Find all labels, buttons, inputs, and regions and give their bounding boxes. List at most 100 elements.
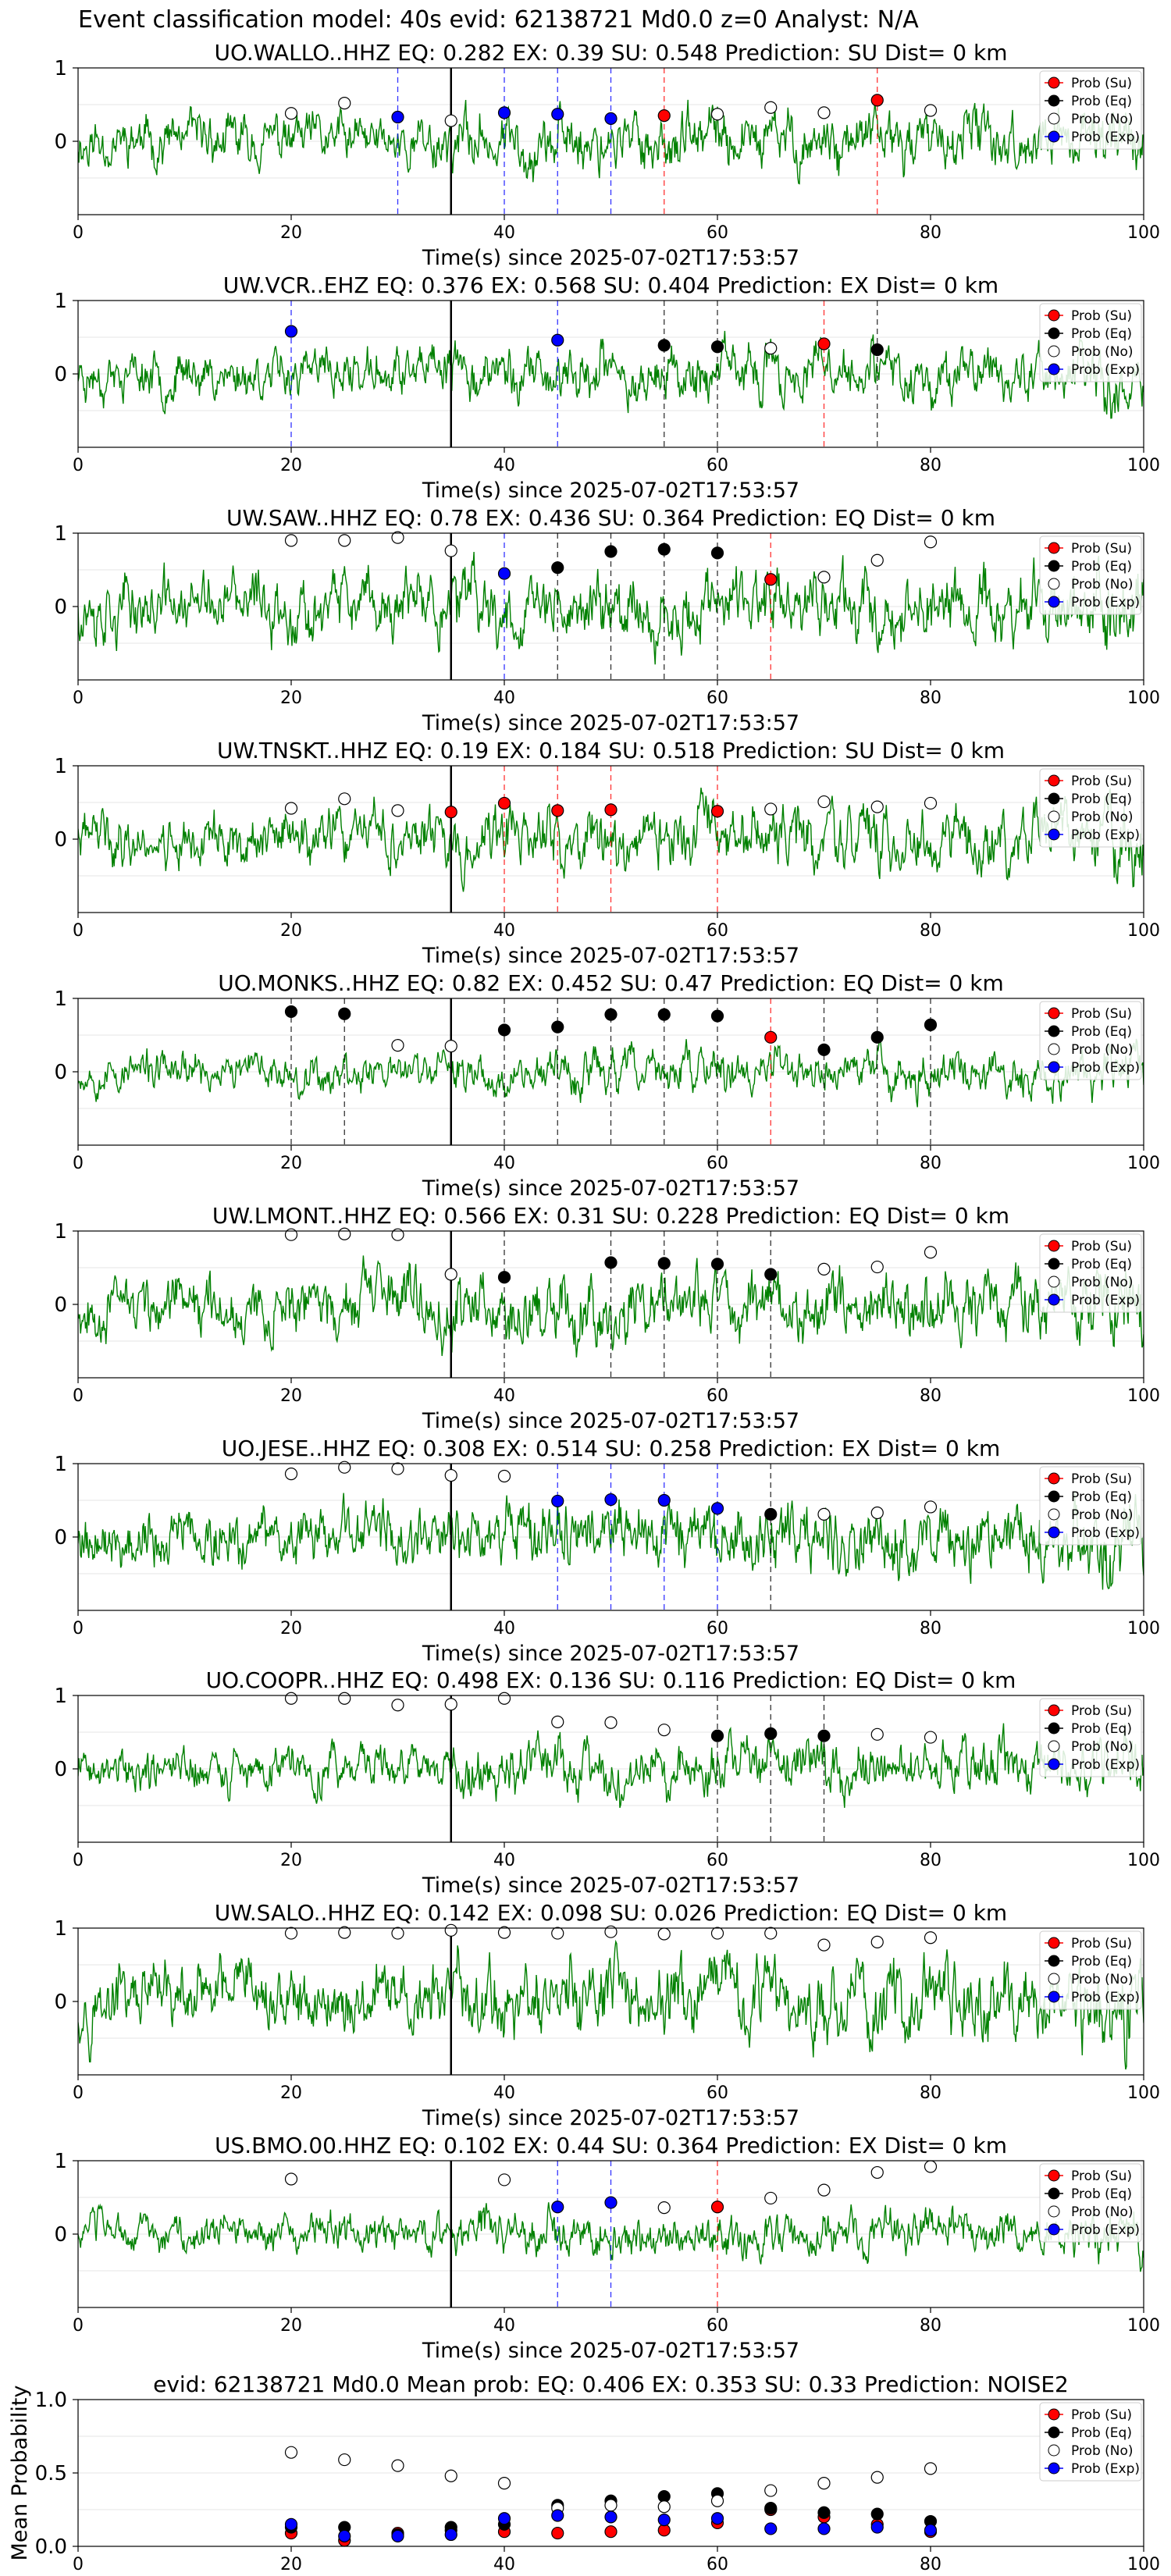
x-tick-label: 80 (920, 223, 941, 243)
x-axis-label: Time(s) since 2025-07-02T17:53:57 (422, 479, 799, 503)
prob-point (604, 803, 618, 817)
prob-point (924, 1731, 938, 1744)
legend-marker (1048, 112, 1060, 125)
prob-point (870, 94, 884, 107)
prob-point (924, 2160, 938, 2173)
y-tick-label: 0.5 (35, 2462, 67, 2485)
mean-prob-point (817, 2522, 831, 2535)
prob-point (551, 1715, 564, 1728)
prob-point (604, 1925, 618, 1938)
legend-label: Prob (Eq) (1071, 1954, 1132, 1969)
prob-point (924, 1931, 938, 1944)
prob-point (604, 1493, 618, 1507)
prob-point (764, 573, 778, 586)
legend-label: Prob (Eq) (1071, 2425, 1132, 2441)
legend-label: Prob (Su) (1071, 76, 1132, 91)
mean-prob-point (764, 2522, 778, 2535)
legend-label: Prob (Su) (1071, 1936, 1132, 1952)
prob-point (870, 2165, 884, 2179)
station-panel: UW.VCR..EHZ EQ: 0.376 EX: 0.568 SU: 0.40… (54, 272, 1160, 503)
x-tick-label: 80 (920, 921, 941, 941)
legend-marker (1048, 810, 1060, 823)
prob-point (338, 1227, 351, 1240)
prob-point (764, 1030, 778, 1044)
mean-prob-point (924, 2462, 938, 2475)
x-tick-label: 40 (493, 2083, 515, 2103)
legend-label: Prob (No) (1071, 577, 1134, 592)
prob-point (764, 802, 778, 816)
x-tick-label: 80 (920, 456, 941, 475)
legend-box (1039, 1001, 1142, 1080)
x-tick-label: 80 (920, 1154, 941, 1173)
legend-box (1039, 768, 1142, 848)
legend-marker (1048, 2169, 1060, 2182)
x-tick-label: 60 (707, 1386, 728, 1406)
legend-marker (1048, 1740, 1060, 1752)
x-tick-label: 40 (493, 921, 515, 941)
y-tick-label: 1 (54, 987, 67, 1011)
legend-box (1039, 2402, 1142, 2482)
legend-marker (1048, 1472, 1060, 1485)
prob-point (710, 805, 724, 818)
x-tick-label: 60 (707, 1619, 728, 1638)
y-tick-label: 1 (54, 1220, 67, 1244)
mean-prob-point (817, 2506, 831, 2519)
mean-prob-point (870, 2471, 884, 2484)
panel-title: US.BMO.00.HHZ EQ: 0.102 EX: 0.44 SU: 0.3… (215, 2133, 1007, 2158)
prob-point (710, 1009, 724, 1023)
x-tick-label: 100 (1127, 2083, 1160, 2103)
panel-title: UO.JESE..HHZ EQ: 0.308 EX: 0.514 SU: 0.2… (222, 1436, 1000, 1461)
prob-point (444, 1268, 457, 1281)
legend-marker (1048, 542, 1060, 554)
station-panel: UW.TNSKT..HHZ EQ: 0.19 EX: 0.184 SU: 0.5… (54, 738, 1160, 968)
mean-prob-point (338, 2529, 351, 2542)
y-tick-label: 1.0 (35, 2389, 67, 2412)
legend-label: Prob (Exp) (1071, 1293, 1140, 1308)
x-tick-label: 40 (493, 1619, 515, 1638)
x-tick-label: 20 (280, 2316, 302, 2336)
y-tick-label: 0 (54, 1293, 67, 1317)
legend-marker (1048, 1973, 1060, 1985)
legend-marker (1048, 1258, 1060, 1270)
prob-point (551, 108, 564, 121)
prob-point (710, 340, 724, 354)
prob-point (817, 1938, 831, 1952)
x-tick-label: 60 (707, 2316, 728, 2336)
prob-point (817, 1043, 831, 1056)
x-tick-label: 40 (493, 1154, 515, 1173)
prob-point (391, 1699, 404, 1712)
legend-label: Prob (No) (1071, 2443, 1134, 2459)
station-panel: UO.WALLO..HHZ EQ: 0.282 EX: 0.39 SU: 0.5… (54, 40, 1160, 270)
prob-point (924, 1018, 938, 1031)
x-tick-label: 0 (73, 921, 84, 941)
y-tick-label: 1 (54, 522, 67, 546)
prob-point (391, 1927, 404, 1940)
x-tick-label: 100 (1127, 1851, 1160, 1870)
prob-point (657, 1724, 671, 1737)
prob-point (284, 325, 298, 338)
x-tick-label: 40 (493, 2316, 515, 2336)
x-tick-label: 80 (920, 2555, 941, 2574)
prob-point (710, 546, 724, 560)
x-tick-label: 20 (280, 223, 302, 243)
panel-title: UW.SALO..HHZ EQ: 0.142 EX: 0.098 SU: 0.0… (215, 1900, 1007, 1926)
legend-marker (1048, 792, 1060, 805)
x-tick-label: 40 (493, 223, 515, 243)
mean-prob-point (444, 2528, 457, 2542)
legend-box (1039, 1930, 1142, 2010)
prob-point (870, 1260, 884, 1274)
y-tick-label: 1 (54, 1685, 67, 1708)
legend-label: Prob (No) (1071, 1275, 1134, 1290)
legend-marker (1048, 1240, 1060, 1252)
legend-label: Prob (Eq) (1071, 326, 1132, 342)
prob-point (444, 1698, 457, 1711)
prob-point (817, 337, 831, 350)
legend-label: Prob (Su) (1071, 1006, 1132, 1022)
prob-point (284, 802, 298, 815)
x-tick-label: 100 (1127, 688, 1160, 708)
prob-point (284, 1927, 298, 1940)
prob-point (817, 2183, 831, 2197)
prob-point (497, 796, 511, 810)
station-panel: UO.MONKS..HHZ EQ: 0.82 EX: 0.452 SU: 0.4… (54, 970, 1160, 1201)
legend-marker (1048, 1704, 1060, 1717)
